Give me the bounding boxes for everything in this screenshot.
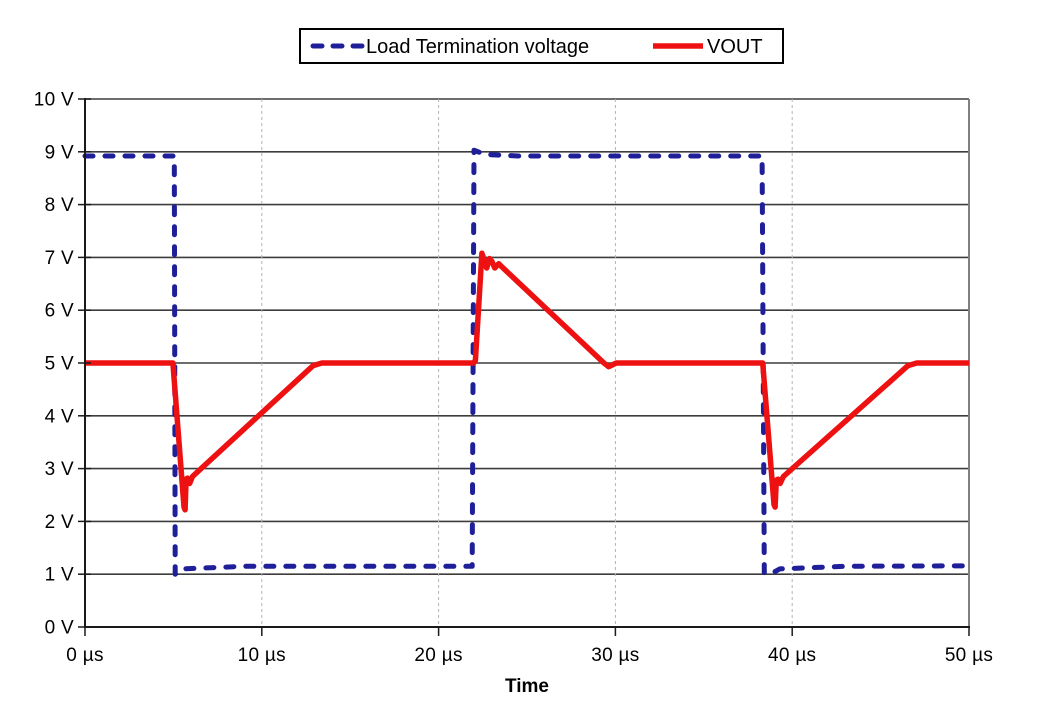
horizontal-gridlines <box>85 98 969 576</box>
y-tick-label-4V: 4 V <box>45 406 74 427</box>
y-tick-label-5V: 5 V <box>45 354 74 375</box>
y-tick-label-1V: 1 V <box>45 565 74 586</box>
legend-label-load-termination-voltage: Load Termination voltage <box>366 36 589 58</box>
series-line-load-termination-voltage <box>82 147 972 577</box>
legend: Load Termination voltage VOUT <box>299 28 784 64</box>
y-tick-label-9V: 9 V <box>45 142 74 163</box>
y-tick-label-2V: 2 V <box>45 512 74 533</box>
series-line-vout <box>85 250 969 513</box>
x-tick-label-30us: 30 µs <box>591 645 639 666</box>
axes <box>78 98 970 636</box>
x-tick-label-50us: 50 µs <box>945 645 993 666</box>
x-tick-label-10us: 10 µs <box>238 645 286 666</box>
x-tick-label-40us: 40 µs <box>768 645 816 666</box>
series-lines <box>82 147 972 577</box>
y-tick-label-7V: 7 V <box>45 248 74 269</box>
x-axis-tick-labels: 0 µs 10 µs 20 µs 30 µs 40 µs 50 µs <box>66 645 993 666</box>
x-tick-label-20us: 20 µs <box>414 645 462 666</box>
y-axis-tick-labels: 0 V 1 V 2 V 3 V 4 V 5 V 6 V 7 V 8 V 9 V 10 V <box>34 90 74 639</box>
y-tick-label-10V: 10 V <box>34 90 74 111</box>
y-tick-label-3V: 3 V <box>45 459 74 480</box>
x-axis-title: Time <box>505 676 549 697</box>
y-tick-label-8V: 8 V <box>45 195 74 216</box>
y-tick-label-0V: 0 V <box>45 618 74 639</box>
legend-label-vout: VOUT <box>707 36 763 58</box>
y-tick-label-6V: 6 V <box>45 301 74 322</box>
x-tick-label-0us: 0 µs <box>66 645 104 666</box>
